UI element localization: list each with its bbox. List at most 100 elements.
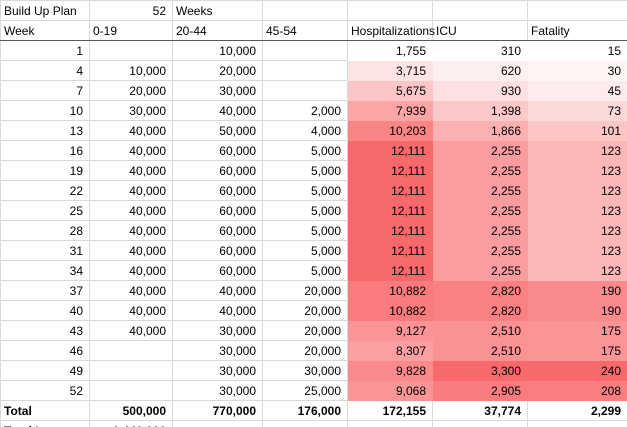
empty-cell[interactable] [262,0,348,21]
cell-fatality[interactable]: 208 [527,380,627,401]
empty-cell[interactable] [347,0,433,21]
cell-week[interactable]: 19 [0,160,90,181]
cell-age-45-54[interactable]: 20,000 [262,340,348,361]
cell-age-0-19[interactable]: 40,000 [89,160,173,181]
total-immune-label[interactable]: Total Immune [0,420,90,427]
total-label[interactable]: Total [0,400,90,421]
cell-age-45-54[interactable]: 5,000 [262,200,348,221]
cell-age-20-44[interactable]: 60,000 [172,180,263,201]
cell-icu[interactable]: 2,820 [432,280,528,301]
cell-age-0-19[interactable]: 40,000 [89,180,173,201]
cell-age-45-54[interactable] [262,40,348,61]
cell-age-45-54[interactable]: 20,000 [262,280,348,301]
cell-fatality[interactable]: 123 [527,160,627,181]
cell-age-0-19[interactable]: 40,000 [89,220,173,241]
header-fatality[interactable]: Fatality [527,20,627,41]
cell-icu[interactable]: 2,255 [432,260,528,281]
cell-week[interactable]: 16 [0,140,90,161]
cell-week[interactable]: 28 [0,220,90,241]
cell-fatality[interactable]: 190 [527,280,627,301]
cell-age-45-54[interactable]: 5,000 [262,260,348,281]
empty-cell[interactable] [262,420,348,427]
cell-age-20-44[interactable]: 20,000 [172,60,263,81]
cell-icu[interactable]: 2,255 [432,240,528,261]
cell-week[interactable]: 31 [0,240,90,261]
total-hospitalizations[interactable]: 172,155 [347,400,433,421]
cell-hospitalizations[interactable]: 12,111 [347,220,433,241]
cell-fatality[interactable]: 190 [527,300,627,321]
cell-age-0-19[interactable]: 20,000 [89,80,173,101]
cell-fatality[interactable]: 123 [527,140,627,161]
total-age-0-19[interactable]: 500,000 [89,400,173,421]
cell-week[interactable]: 7 [0,80,90,101]
cell-fatality[interactable]: 45 [527,80,627,101]
cell-age-0-19[interactable]: 40,000 [89,320,173,341]
cell-hospitalizations[interactable]: 1,755 [347,40,433,61]
cell-icu[interactable]: 2,820 [432,300,528,321]
cell-age-20-44[interactable]: 50,000 [172,120,263,141]
cell-age-20-44[interactable]: 40,000 [172,280,263,301]
total-fatality[interactable]: 2,299 [527,400,627,421]
cell-weeks-count[interactable]: 52 [89,0,173,21]
cell-hospitalizations[interactable]: 10,203 [347,120,433,141]
cell-icu[interactable]: 930 [432,80,528,101]
cell-icu[interactable]: 2,255 [432,180,528,201]
total-icu[interactable]: 37,774 [432,400,528,421]
cell-fatality[interactable]: 73 [527,100,627,121]
cell-build-up-plan[interactable]: Build Up Plan [0,0,90,21]
empty-cell[interactable] [432,0,528,21]
cell-fatality[interactable]: 175 [527,340,627,361]
empty-cell[interactable] [347,420,433,427]
cell-icu[interactable]: 2,255 [432,140,528,161]
cell-age-20-44[interactable]: 60,000 [172,200,263,221]
cell-age-45-54[interactable] [262,80,348,101]
cell-age-0-19[interactable] [89,40,173,61]
cell-hospitalizations[interactable]: 12,111 [347,180,433,201]
empty-cell[interactable] [527,420,627,427]
cell-age-45-54[interactable]: 25,000 [262,380,348,401]
cell-icu[interactable]: 1,866 [432,120,528,141]
cell-age-0-19[interactable]: 40,000 [89,240,173,261]
header-age-0-19[interactable]: 0-19 [89,20,173,41]
cell-week[interactable]: 52 [0,380,90,401]
empty-cell[interactable] [432,420,528,427]
cell-age-45-54[interactable]: 20,000 [262,300,348,321]
cell-age-20-44[interactable]: 30,000 [172,340,263,361]
cell-hospitalizations[interactable]: 5,675 [347,80,433,101]
cell-icu[interactable]: 2,255 [432,220,528,241]
cell-week[interactable]: 34 [0,260,90,281]
cell-hospitalizations[interactable]: 9,068 [347,380,433,401]
cell-hospitalizations[interactable]: 12,111 [347,160,433,181]
cell-week[interactable]: 1 [0,40,90,61]
cell-age-45-54[interactable]: 5,000 [262,180,348,201]
cell-age-0-19[interactable]: 40,000 [89,140,173,161]
cell-fatality[interactable]: 123 [527,200,627,221]
cell-age-0-19[interactable]: 40,000 [89,120,173,141]
cell-fatality[interactable]: 123 [527,240,627,261]
cell-icu[interactable]: 2,255 [432,200,528,221]
cell-age-20-44[interactable]: 30,000 [172,380,263,401]
cell-age-0-19[interactable] [89,340,173,361]
cell-age-0-19[interactable]: 10,000 [89,60,173,81]
cell-age-45-54[interactable] [262,60,348,81]
cell-week[interactable]: 46 [0,340,90,361]
cell-age-0-19[interactable]: 40,000 [89,300,173,321]
header-age-20-44[interactable]: 20-44 [172,20,263,41]
cell-hospitalizations[interactable]: 9,828 [347,360,433,381]
empty-cell[interactable] [527,0,627,21]
cell-icu[interactable]: 2,510 [432,340,528,361]
header-hospitalizations[interactable]: Hospitalizations [347,20,435,41]
cell-icu[interactable]: 2,510 [432,320,528,341]
cell-age-0-19[interactable] [89,380,173,401]
cell-age-0-19[interactable]: 40,000 [89,280,173,301]
cell-hospitalizations[interactable]: 12,111 [347,140,433,161]
cell-icu[interactable]: 310 [432,40,528,61]
cell-age-20-44[interactable]: 40,000 [172,100,263,121]
cell-hospitalizations[interactable]: 12,111 [347,260,433,281]
cell-age-45-54[interactable]: 20,000 [262,320,348,341]
header-icu[interactable]: ICU [432,20,528,41]
cell-week[interactable]: 25 [0,200,90,221]
cell-fatality[interactable]: 15 [527,40,627,61]
cell-week[interactable]: 22 [0,180,90,201]
cell-age-20-44[interactable]: 40,000 [172,300,263,321]
